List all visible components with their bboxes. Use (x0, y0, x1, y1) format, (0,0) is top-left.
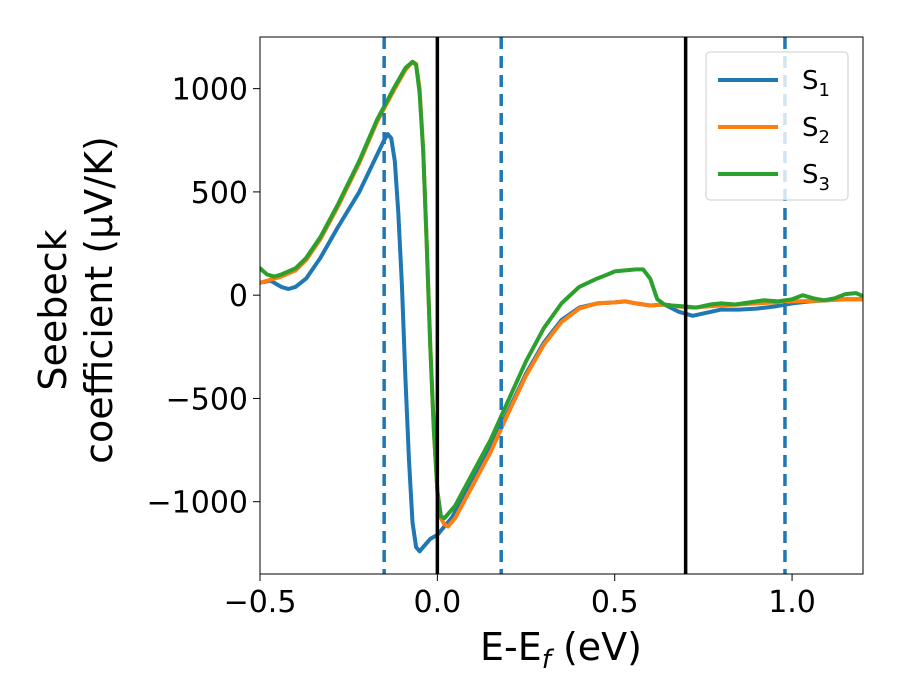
legend-label: S2 (802, 113, 830, 148)
legend-label: S3 (802, 160, 830, 195)
x-axis-title: E-Ef (eV) (480, 625, 642, 675)
y-axis-title-line1: Seebeck (31, 229, 75, 390)
series-layer (260, 59, 863, 554)
x-tick-label: 0.5 (591, 585, 639, 620)
y-tick-label: 0 (229, 279, 248, 314)
x-tick-label: 1.0 (768, 585, 816, 620)
legend: S1 S2 S3 (705, 51, 849, 201)
series-line-s1 (260, 132, 863, 554)
series-line-s3 (260, 59, 863, 521)
x-tick-label: −0.5 (224, 585, 297, 620)
y-tick-label: 500 (191, 176, 248, 211)
y-tick-label: −1000 (147, 486, 248, 521)
x-tick-label: 0.0 (413, 585, 461, 620)
reference-lines (382, 37, 787, 574)
y-tick-label: 1000 (172, 73, 248, 108)
legend-label: S1 (802, 66, 830, 101)
y-axis-title: Seebeck coefficient (μV/K) (31, 136, 121, 464)
plot-frame (259, 36, 864, 575)
y-tick-label: −500 (166, 382, 248, 417)
x-axis: −0.5 0.0 0.5 1.0 (224, 574, 816, 620)
y-axis: −1000 −500 0 500 1000 (147, 73, 260, 521)
y-axis-title-line2: coefficient (μV/K) (77, 136, 121, 464)
